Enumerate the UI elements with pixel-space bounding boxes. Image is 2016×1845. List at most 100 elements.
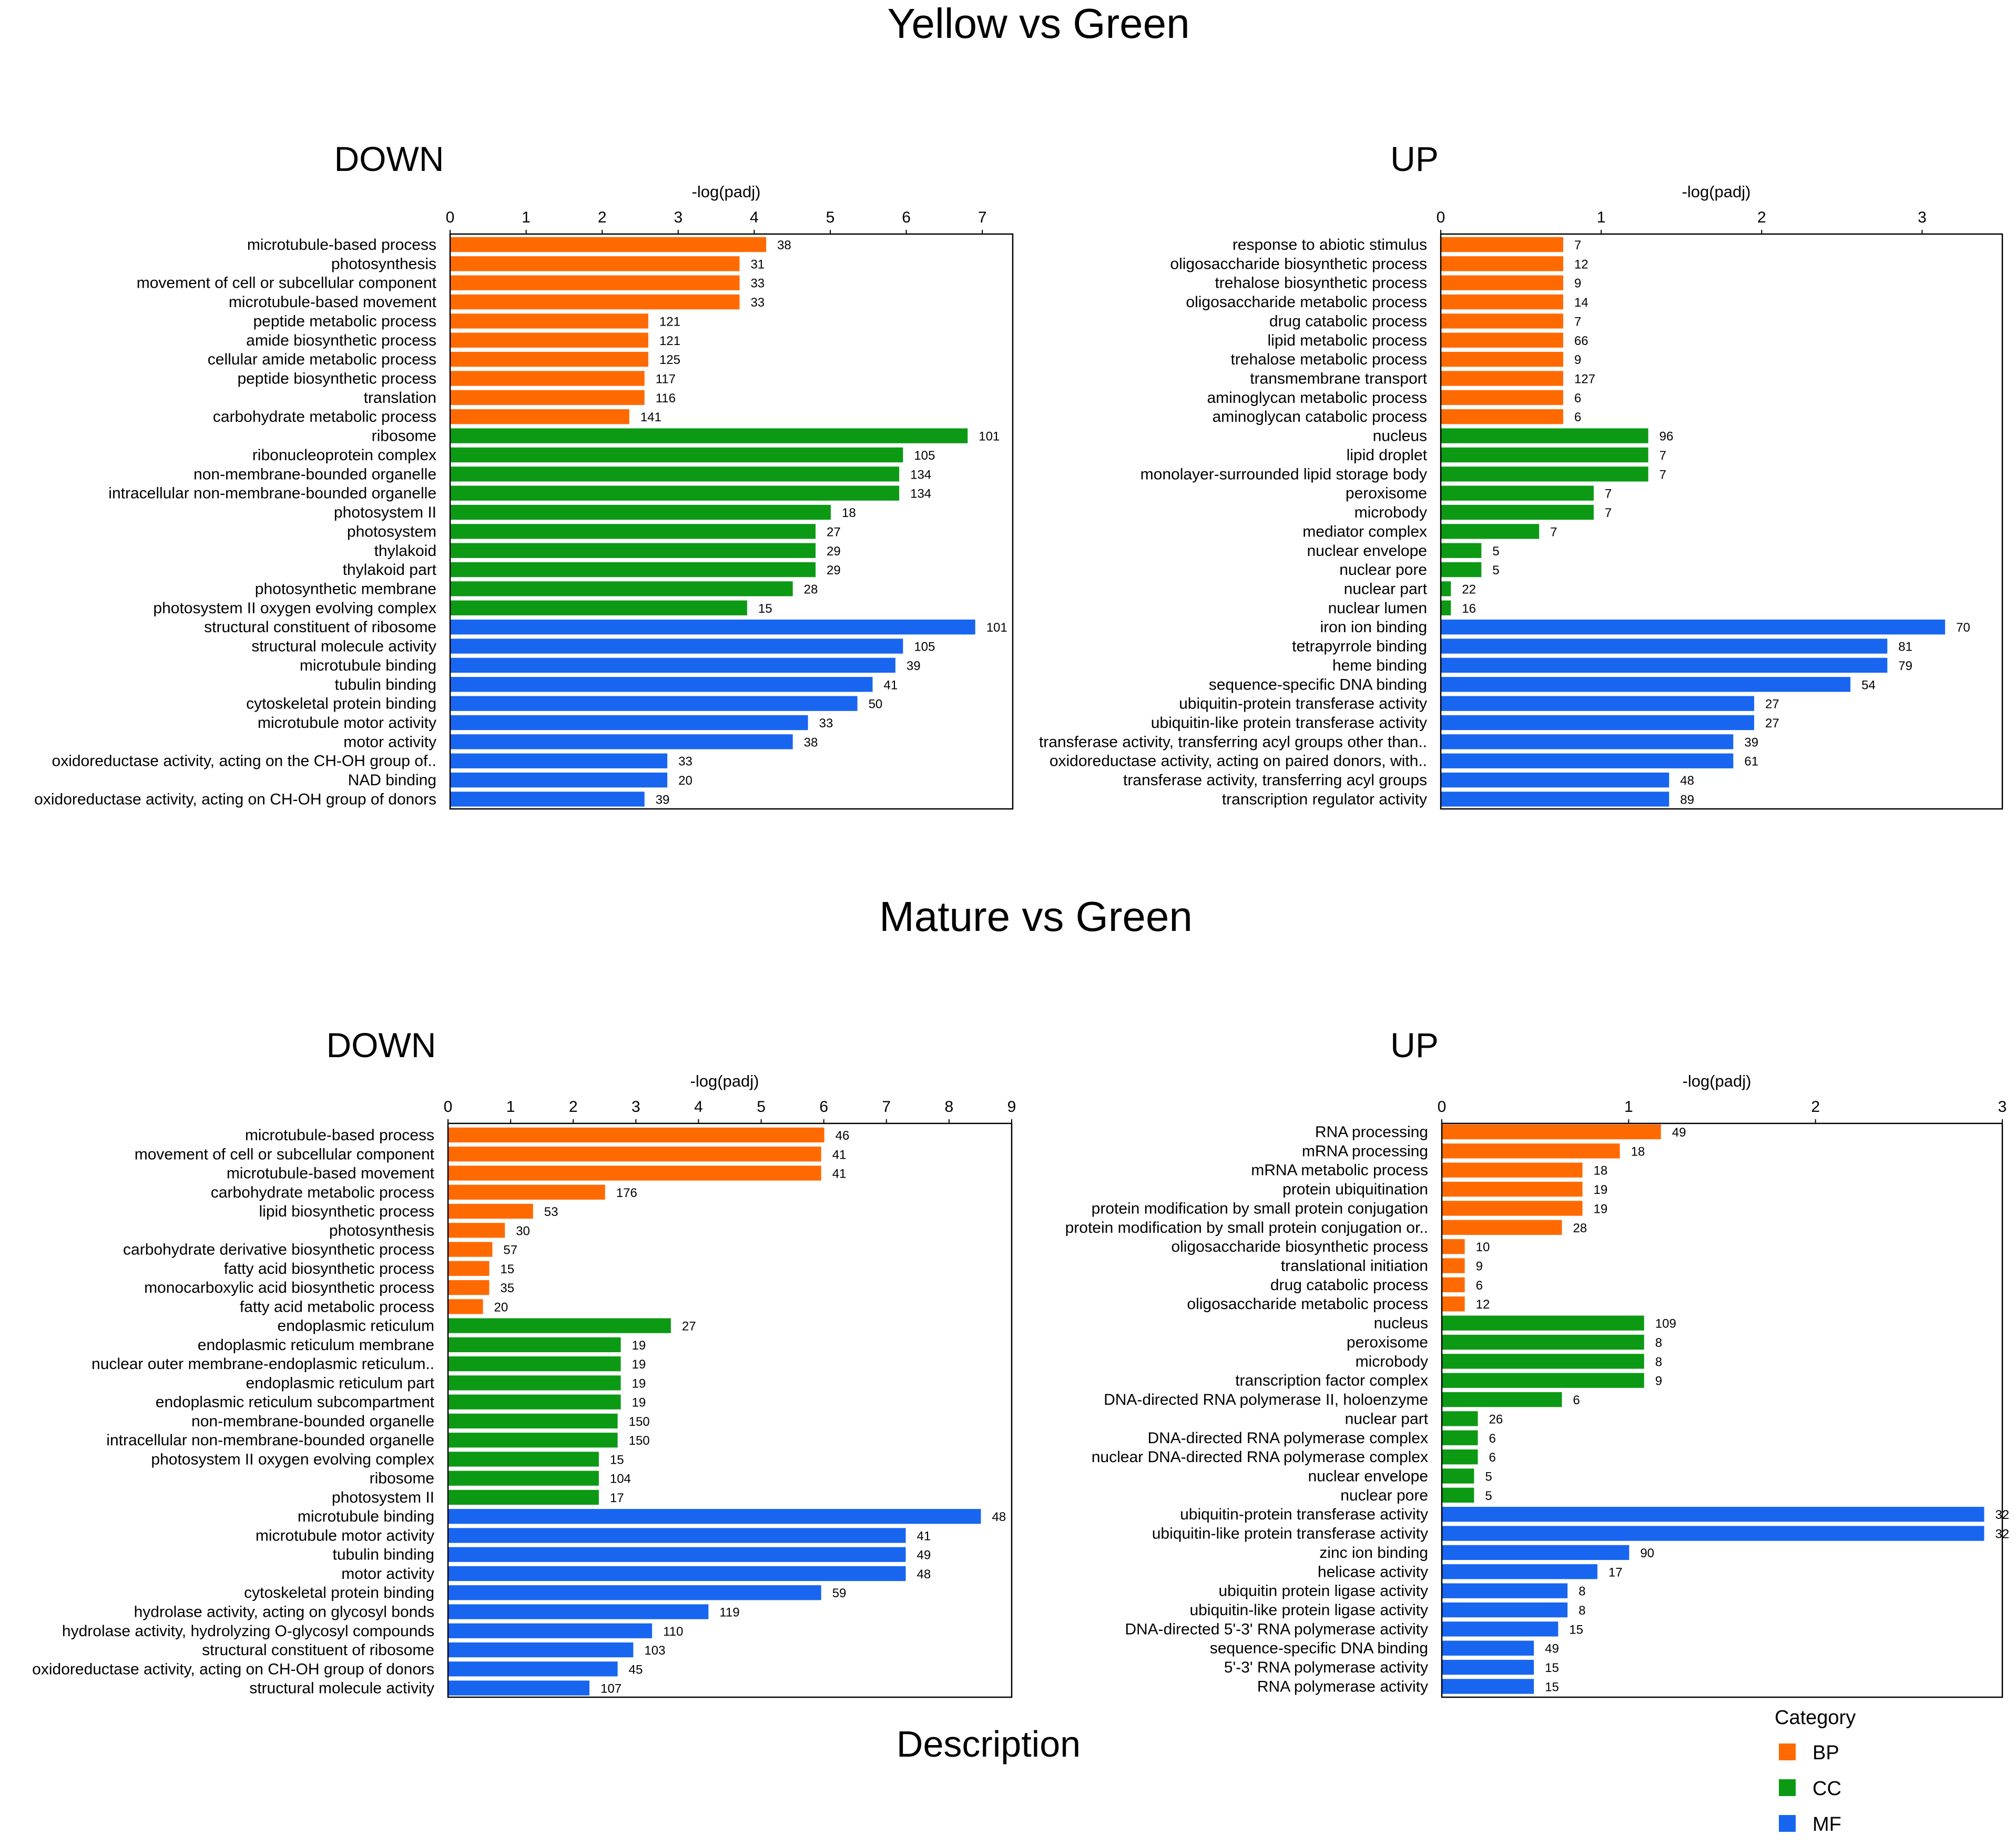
panel-title: UP bbox=[1390, 1026, 1439, 1065]
bar-category-label: ribosome bbox=[372, 428, 436, 445]
bar-category-label: microtubule motor activity bbox=[256, 1527, 434, 1544]
bar bbox=[1442, 1602, 1568, 1618]
bar-category-label: oligosaccharide metabolic process bbox=[1186, 293, 1427, 311]
bar bbox=[1442, 1411, 1478, 1426]
bar-category-label: photosynthesis bbox=[331, 255, 436, 272]
bar-category-label: fatty acid biosynthetic process bbox=[224, 1260, 434, 1278]
bar-count-label: 15 bbox=[610, 1453, 624, 1467]
plot-frame bbox=[1440, 233, 2003, 810]
bar-count-label: 35 bbox=[500, 1281, 514, 1295]
x-tick-label: 3 bbox=[632, 1098, 640, 1116]
bar-count-label: 5 bbox=[1485, 1469, 1492, 1484]
bar-category-label: transferase activity, transferring acyl … bbox=[1039, 733, 1427, 751]
bar-category-label: transcription regulator activity bbox=[1222, 790, 1427, 808]
bar bbox=[1441, 620, 1946, 635]
panel-title: DOWN bbox=[334, 139, 444, 178]
bar bbox=[449, 1566, 906, 1582]
bar bbox=[1442, 1564, 1597, 1579]
bar bbox=[451, 677, 873, 692]
bar-category-label: endoplasmic reticulum part bbox=[246, 1374, 435, 1392]
x-tick-label: 2 bbox=[598, 209, 607, 226]
bar-category-label: nuclear pore bbox=[1339, 561, 1427, 579]
bar-category-label: translation bbox=[364, 389, 436, 407]
bar-count-label: 134 bbox=[910, 468, 931, 482]
bar bbox=[451, 792, 645, 807]
bar bbox=[1441, 409, 1563, 424]
bar-category-label: lipid biosynthetic process bbox=[259, 1203, 434, 1220]
bar bbox=[1441, 428, 1648, 443]
bar-count-label: 90 bbox=[1640, 1546, 1654, 1560]
bar bbox=[1442, 1468, 1474, 1484]
bar-category-label: ubiquitin-protein transferase activity bbox=[1179, 695, 1427, 713]
bar-category-label: oxidoreductase activity, acting on CH-OH… bbox=[32, 1660, 434, 1678]
x-tick-label: 1 bbox=[1624, 1098, 1633, 1116]
bar-count-label: 39 bbox=[1744, 735, 1758, 749]
bar-category-label: oligosaccharide biosynthetic process bbox=[1171, 1238, 1428, 1255]
bar-category-label: tubulin binding bbox=[335, 676, 437, 693]
bar bbox=[1441, 524, 1540, 539]
bar bbox=[449, 1242, 493, 1257]
bar-count-label: 103 bbox=[644, 1644, 665, 1658]
x-axis-title: -log(padj) bbox=[690, 1072, 759, 1090]
bar bbox=[1442, 1526, 1984, 1541]
bar-count-label: 9 bbox=[1655, 1374, 1662, 1388]
bar bbox=[449, 1184, 605, 1200]
bar-count-label: 6 bbox=[1574, 410, 1581, 424]
bar-category-label: nucleus bbox=[1374, 1315, 1428, 1332]
bar bbox=[451, 485, 900, 501]
bar-category-label: cytoskeletal protein binding bbox=[244, 1584, 434, 1601]
bar-category-label: ubiquitin protein ligase activity bbox=[1218, 1583, 1428, 1600]
bar-count-label: 107 bbox=[600, 1682, 622, 1696]
bar-category-label: oligosaccharide metabolic process bbox=[1187, 1295, 1428, 1313]
bar bbox=[1442, 1449, 1478, 1465]
bar-count-label: 8 bbox=[1579, 1604, 1585, 1618]
bar-count-label: 41 bbox=[832, 1148, 847, 1162]
bar-category-label: photosystem II bbox=[332, 1489, 434, 1506]
bar bbox=[451, 447, 903, 463]
bar-category-label: microtubule-based movement bbox=[227, 1165, 435, 1182]
bar-count-label: 57 bbox=[503, 1243, 517, 1258]
bar-category-label: structural molecule activity bbox=[249, 1680, 434, 1697]
chart-yellow-green-down: DOWN -log(padj) 0 1 2 3 4 5 6 7 microtubule-based … bbox=[34, 139, 1014, 810]
bar bbox=[449, 1261, 490, 1276]
bar-category-label: 5'-3' RNA polymerase activity bbox=[1224, 1659, 1428, 1676]
legend-title: Category bbox=[1775, 1707, 1856, 1729]
bar-count-label: 18 bbox=[1631, 1144, 1645, 1159]
bar-category-label: nucleus bbox=[1373, 428, 1427, 445]
x-tick-label: 9 bbox=[1007, 1098, 1016, 1116]
bar bbox=[449, 1509, 981, 1524]
bar-category-label: RNA polymerase activity bbox=[1257, 1678, 1428, 1695]
bar bbox=[451, 696, 858, 711]
x-tick-label: 5 bbox=[826, 209, 835, 226]
bar-count-label: 30 bbox=[516, 1224, 530, 1238]
x-tick-label: 1 bbox=[1597, 209, 1606, 226]
bar-count-label: 81 bbox=[1898, 640, 1912, 654]
bar bbox=[1441, 504, 1594, 520]
bar bbox=[1442, 1334, 1644, 1350]
bar-category-label: peptide biosynthetic process bbox=[237, 370, 436, 388]
bar-count-label: 79 bbox=[1898, 659, 1912, 673]
bar-count-label: 49 bbox=[1545, 1642, 1559, 1656]
bar bbox=[449, 1433, 618, 1448]
bar-category-label: DNA-directed RNA polymerase complex bbox=[1147, 1430, 1428, 1447]
bar-count-label: 19 bbox=[1594, 1202, 1608, 1216]
bar-count-label: 89 bbox=[1680, 793, 1694, 807]
bar bbox=[1441, 753, 1734, 768]
x-axis-title: -log(padj) bbox=[692, 183, 761, 201]
x-axis-title: -log(padj) bbox=[1683, 1072, 1752, 1090]
bar bbox=[449, 1413, 618, 1429]
bar-category-label: non-membrane-bounded organelle bbox=[191, 1413, 434, 1430]
bar-count-label: 38 bbox=[804, 735, 818, 749]
bar bbox=[1441, 332, 1563, 348]
bar-category-label: intracellular non-membrane-bounded organ… bbox=[108, 485, 436, 502]
bar bbox=[451, 562, 816, 577]
bar-category-label: movement of cell or subcellular componen… bbox=[137, 275, 437, 292]
bar bbox=[451, 543, 816, 558]
bar-category-label: ubiquitin-like protein transferase activ… bbox=[1151, 714, 1427, 732]
x-tick-label: 6 bbox=[902, 209, 911, 226]
bar bbox=[449, 1547, 906, 1562]
bar bbox=[449, 1680, 589, 1696]
bar bbox=[1442, 1239, 1465, 1254]
legend-swatch-cc bbox=[1779, 1779, 1796, 1796]
bar-category-label: endoplasmic reticulum subcompartment bbox=[156, 1394, 435, 1411]
